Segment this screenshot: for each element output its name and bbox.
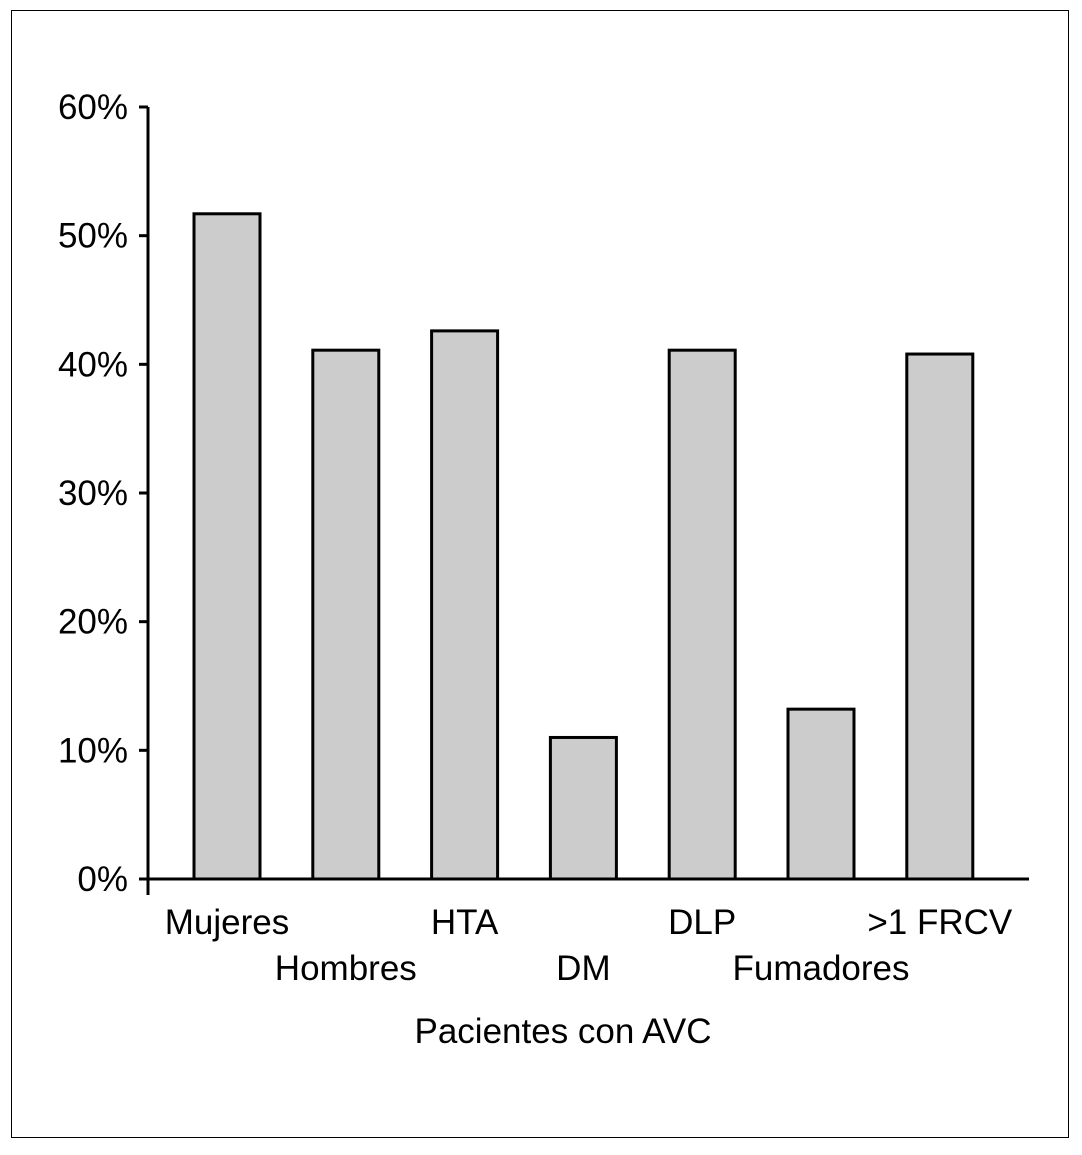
- bar-5: [667, 348, 737, 881]
- bar-4: [548, 735, 618, 881]
- bar-1: [192, 212, 262, 881]
- category-labels: Mujeres Hombres HTA DM DLP Fumadores >1 FRCV: [165, 903, 1013, 988]
- y-tick-label-40: 40%: [58, 345, 128, 384]
- category-label-7: >1 FRCV: [867, 903, 1013, 942]
- chart-frame: [11, 10, 1069, 1138]
- y-tick-label-0: 0%: [77, 860, 128, 899]
- bars-group: [192, 212, 975, 881]
- y-tick-label-50: 50%: [58, 217, 128, 256]
- category-label-4: DM: [556, 949, 610, 988]
- category-label-3: HTA: [431, 903, 499, 942]
- bar-7: [905, 352, 975, 881]
- y-tick-label-20: 20%: [58, 603, 128, 642]
- bar-2: [311, 348, 381, 881]
- y-tick-label-30: 30%: [58, 474, 128, 513]
- y-tick-label-60: 60%: [58, 88, 128, 127]
- y-axis: 0% 10% 20% 30% 40% 50% 60%: [58, 88, 150, 899]
- category-label-6: Fumadores: [732, 949, 909, 988]
- y-tick-label-10: 10%: [58, 731, 128, 770]
- x-axis-title: Pacientes con AVC: [414, 1012, 711, 1051]
- bar-6: [786, 707, 856, 881]
- category-label-2: Hombres: [275, 949, 417, 988]
- category-label-1: Mujeres: [165, 903, 289, 942]
- category-label-5: DLP: [668, 903, 736, 942]
- bar-3: [430, 329, 500, 881]
